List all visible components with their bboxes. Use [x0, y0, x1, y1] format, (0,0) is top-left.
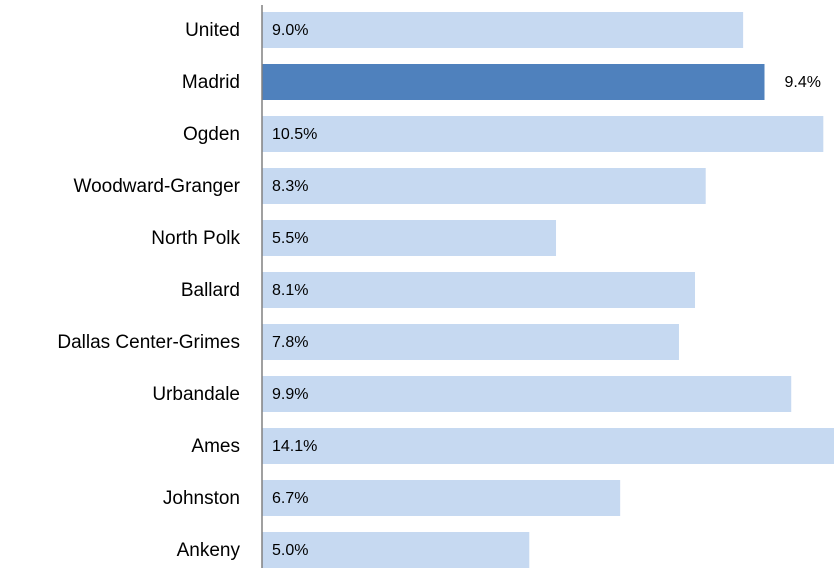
category-label: North Polk: [151, 228, 240, 249]
bar: [262, 428, 834, 464]
value-label: 9.9%: [272, 386, 308, 403]
category-label: Dallas Center-Grimes: [57, 332, 240, 353]
bar: [262, 12, 744, 48]
category-label: Woodward-Granger: [73, 176, 240, 197]
value-label: 9.0%: [272, 22, 308, 39]
bar: [262, 272, 696, 308]
value-label: 8.1%: [272, 282, 308, 299]
value-label: 6.7%: [272, 490, 308, 507]
category-label: Johnston: [163, 488, 240, 509]
value-label: 10.5%: [272, 126, 317, 143]
category-label: Ames: [191, 436, 240, 457]
bar: [262, 168, 706, 204]
value-label: 14.1%: [272, 438, 317, 455]
bar: [262, 532, 530, 568]
category-label: Urbandale: [152, 384, 240, 405]
category-label: Ballard: [181, 280, 240, 301]
value-label: 9.4%: [785, 74, 821, 91]
plot-area: [262, 12, 834, 568]
value-label: 7.8%: [272, 334, 308, 351]
bar: [262, 220, 557, 256]
category-label: Ogden: [183, 124, 240, 145]
category-label: Madrid: [182, 72, 240, 93]
bar: [262, 480, 621, 516]
bar: [262, 116, 824, 152]
value-label: 5.5%: [272, 230, 308, 247]
bar: [262, 376, 792, 412]
category-label: Ankeny: [177, 540, 241, 561]
value-label: 8.3%: [272, 178, 308, 195]
category-label: United: [185, 20, 240, 41]
bar: [262, 64, 765, 100]
bar: [262, 324, 679, 360]
value-label: 5.0%: [272, 542, 308, 559]
